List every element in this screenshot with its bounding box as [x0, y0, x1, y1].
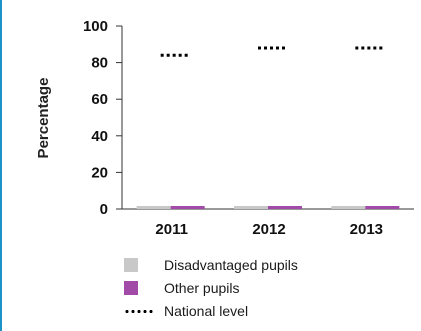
- legend-item-other: Other pupils: [124, 278, 414, 298]
- legend-label-other: Other pupils: [164, 280, 240, 296]
- axes: 0 20 40 60 80 100 2011 2012 2013: [83, 18, 414, 238]
- legend-label-national: National level: [164, 303, 249, 319]
- y-tick-label: 20: [91, 164, 108, 181]
- bars: [136, 206, 400, 209]
- x-tick-label: 2013: [350, 221, 383, 238]
- bar-other: [365, 206, 400, 209]
- y-tick-label: 100: [83, 18, 108, 35]
- legend-item-national: National level: [124, 301, 414, 321]
- bar-other: [170, 206, 205, 209]
- legend-swatch-national: [124, 310, 154, 313]
- y-tick-label: 60: [91, 91, 108, 108]
- bar-other: [268, 206, 302, 209]
- legend-swatch-disadvantaged: [124, 258, 138, 272]
- x-tick-label: 2011: [155, 221, 188, 238]
- legend-swatch-other: [124, 281, 138, 295]
- y-tick-label: 80: [91, 55, 108, 72]
- bar-disadvantaged: [136, 206, 171, 209]
- legend: Disadvantaged pupils Other pupils Nation…: [124, 255, 414, 324]
- y-tick-label: 40: [91, 128, 108, 145]
- bar-disadvantaged: [234, 206, 268, 209]
- legend-item-disadvantaged: Disadvantaged pupils: [124, 255, 414, 275]
- y-tick-label: 0: [100, 201, 108, 218]
- y-axis-title: Percentage: [35, 78, 52, 159]
- x-tick-label: 2012: [252, 221, 285, 238]
- bar-disadvantaged: [331, 206, 366, 209]
- legend-label-disadvantaged: Disadvantaged pupils: [164, 257, 298, 273]
- national-level-marks: [160, 46, 386, 57]
